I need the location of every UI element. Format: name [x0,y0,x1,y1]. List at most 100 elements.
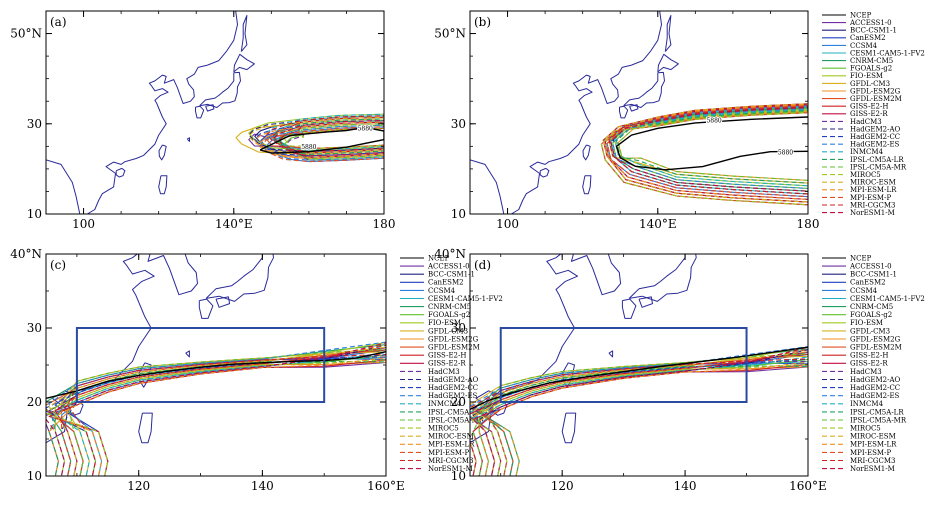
legend-label: GISS-E2-R [850,360,888,368]
legend-label: MIROC-ESM [428,433,474,441]
model-contour-giss-e2-h [472,363,808,476]
legend-label: FIO-ESM [850,319,883,327]
model-contour-inmcm4 [54,352,386,476]
legend-label: NorESM1-M [850,209,895,217]
legend-label: IPSL-CM5A-MR [428,416,485,424]
model-contour-mpi-esm-p [484,348,808,476]
coastline [561,412,577,444]
legend-label: BCC-CSM1-1 [850,271,897,279]
contour-label: 5880 [301,144,316,151]
legend-label: IPSL-CM5A-LR [850,156,904,164]
coastline [215,296,231,308]
legend-label: NCEP [428,254,450,262]
panel-frame [469,10,809,215]
model-contour-gfdl-cm3 [60,351,386,476]
legend-label: FIO-ESM [850,72,883,80]
y-tick-label: 50°N [434,27,466,41]
legend-label: GFDL-CM3 [428,327,468,335]
legend-label: MIROC5 [850,425,881,433]
x-tick-label: 180 [373,217,396,231]
coastline [697,150,706,209]
coastline [657,53,679,73]
contour-label: 5880 [706,117,721,124]
plot-area [470,150,808,476]
coastline [619,105,629,119]
legend-label: MPI-ESM-P [850,449,891,457]
model-contour-ipsl-cm5a-lr [478,365,808,476]
legend-label: CanESM2 [428,279,464,287]
y-tick-label: 10 [27,207,42,221]
legend-label: NCEP [850,254,872,262]
y-tick-label: 30 [451,321,466,335]
panel-label: (c) [50,258,66,272]
y-tick-label: 10 [451,469,466,483]
legend-label: GFDL-CM3 [850,80,890,88]
x-tick-label: 140 [251,479,274,493]
ncep-contour [615,116,808,171]
y-tick-label: 30 [451,117,466,131]
plot-area [46,254,386,476]
legend-label: IPSL-CM5A-MR [850,163,907,171]
legend-label: MRI-CGCM3 [428,457,474,465]
legend-label: BCC-CSM1-1 [850,27,897,35]
contour-label: 5880 [358,125,373,132]
legend-label: IPSL-CM5A-LR [850,408,904,416]
model-contour-miroc5 [600,112,808,206]
ncep-contour [470,346,808,411]
legend-label: MPI-ESM-LR [850,441,897,449]
legend-label: HadCM3 [850,118,882,126]
model-contour-mpi-esm-p [606,105,808,198]
legend-label: ACCESS1-0 [849,19,892,27]
coastline [186,137,190,142]
coastline [233,53,255,73]
x-tick-label: 120 [127,479,150,493]
legend-label: CCSM4 [850,42,878,50]
model-contour-miroc-esm [602,103,808,203]
coastline [664,15,672,52]
coastline [158,144,167,161]
legend-label: FGOALS-g2 [428,311,470,319]
x-tick-label: 140 [674,479,697,493]
model-contour-noresm1-m [472,346,808,476]
plot-area: 5880 5880 [470,11,808,214]
coastline [205,104,215,112]
x-tick-label: 140°E [639,217,677,231]
legend-label: CCSM4 [850,287,878,295]
model-contour-miroc5 [284,127,384,150]
x-tick-label: 100 [496,217,519,231]
legend-label: CNRM-CM5 [850,57,893,65]
coastline [608,350,614,358]
region-box [75,327,326,403]
panel-label: (a) [50,15,67,29]
coastline [240,15,248,52]
model-contour-miroc-esm [248,116,384,154]
legend-label: NorESM1-M [850,465,895,473]
model-contour-miroc-esm [48,346,386,476]
model-contour-hadcm3 [60,356,386,476]
legend-label: CESM1-CAM5-1-FV2 [850,49,925,57]
y-tick-label: 20 [27,395,42,409]
model-contour-canesm2 [478,362,808,476]
coastline [46,159,81,214]
legend-label: HadGEM2-AO [428,376,479,384]
region-box [499,327,748,403]
coastline [629,104,639,112]
coastline [685,214,719,243]
model-contour-mpi-esm-lr [54,357,386,476]
model-contour-access1-0 [46,361,386,476]
legend-label: INMCM4 [428,400,462,408]
legend-label: INMCM4 [850,400,884,408]
model-contour-noresm1-m [46,342,386,476]
legend-label: ACCESS1-0 [427,263,470,271]
legend-label: HadGEM2-ES [428,392,478,400]
coastline [638,296,653,308]
legend-label: HadGEM2-AO [850,125,901,133]
y-tick-label: 50°N [10,27,42,41]
legend-label: GISS-E2-H [428,352,466,360]
legend-label: GISS-E2-H [850,103,888,111]
legend-label: HadGEM2-ES [850,392,900,400]
panel-b: 5880 5880 100 140°E 180 50°N 30 10 (b) NCEPACCESS… [434,10,925,231]
coastline [195,105,205,119]
coastline [158,175,168,195]
coastline [628,254,697,302]
